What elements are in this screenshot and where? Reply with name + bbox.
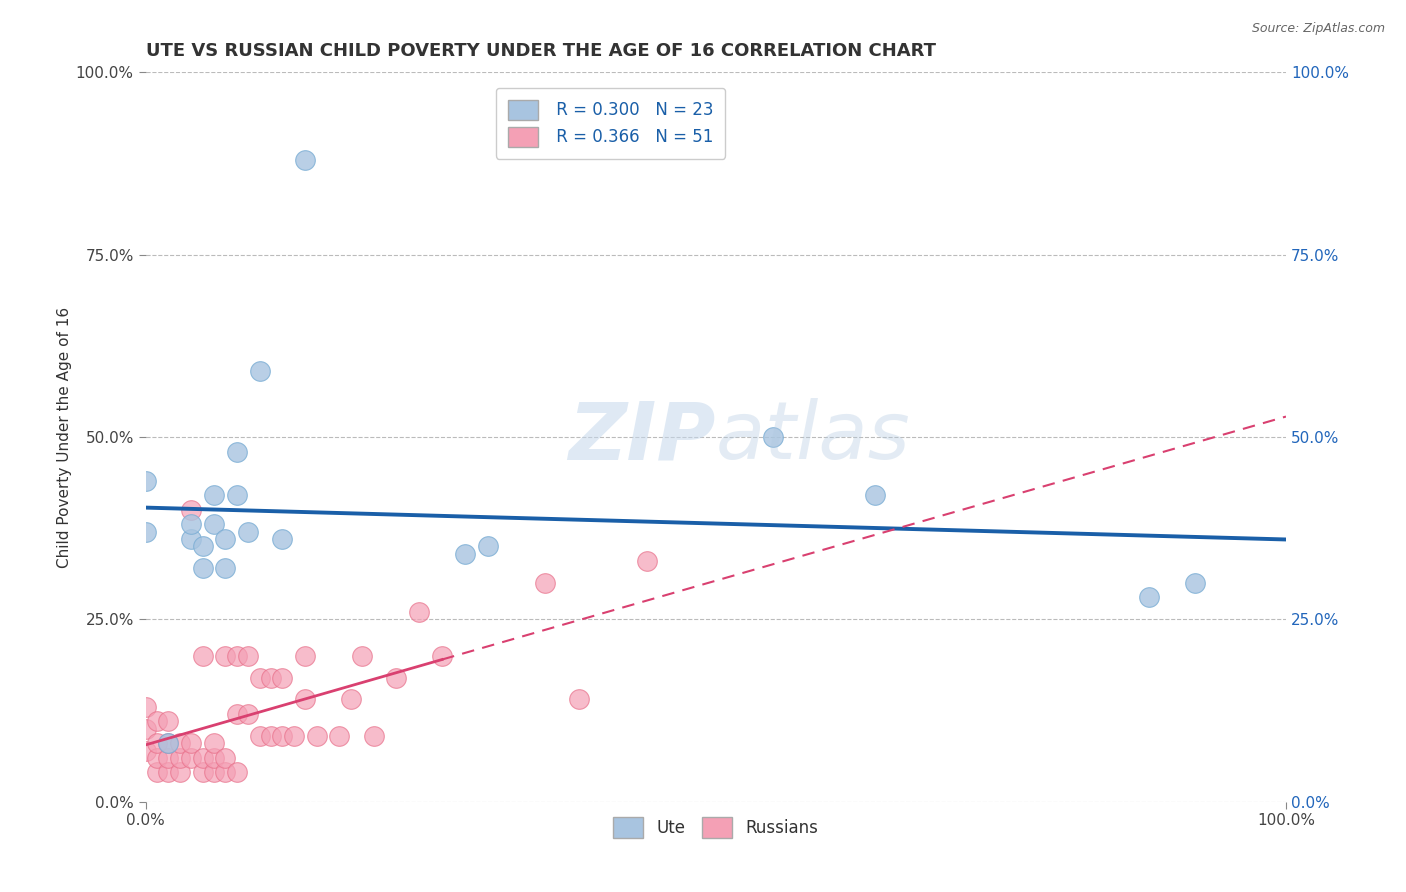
Point: [180, 736, 202, 750]
Point: [180, 503, 202, 517]
Point: [238, 707, 260, 722]
Point: [1184, 575, 1206, 590]
Point: [169, 751, 191, 765]
Point: [202, 488, 225, 502]
Point: [191, 561, 214, 575]
Point: [146, 714, 169, 729]
Point: [202, 517, 225, 532]
Point: [408, 605, 430, 619]
Point: [135, 474, 157, 488]
Point: [328, 729, 350, 743]
Point: [157, 736, 180, 750]
Point: [225, 444, 247, 458]
Point: [157, 736, 180, 750]
Point: [477, 540, 499, 554]
Text: UTE VS RUSSIAN CHILD POVERTY UNDER THE AGE OF 16 CORRELATION CHART: UTE VS RUSSIAN CHILD POVERTY UNDER THE A…: [146, 42, 935, 60]
Text: ZIP: ZIP: [568, 398, 716, 476]
Point: [271, 729, 294, 743]
Point: [157, 765, 180, 780]
Point: [214, 765, 236, 780]
Point: [191, 765, 214, 780]
Point: [169, 736, 191, 750]
Point: [135, 699, 157, 714]
Point: [157, 751, 180, 765]
Point: [214, 648, 236, 663]
Point: [533, 575, 555, 590]
Point: [202, 751, 225, 765]
Point: [260, 729, 283, 743]
Point: [191, 751, 214, 765]
Point: [191, 540, 214, 554]
Point: [225, 488, 247, 502]
Point: [260, 671, 283, 685]
Point: [636, 554, 658, 568]
Text: Source: ZipAtlas.com: Source: ZipAtlas.com: [1251, 22, 1385, 36]
Point: [305, 729, 328, 743]
Point: [363, 729, 385, 743]
Point: [135, 743, 157, 757]
Point: [238, 648, 260, 663]
Point: [225, 765, 247, 780]
Text: atlas: atlas: [716, 398, 911, 476]
Point: [340, 692, 363, 706]
Point: [214, 561, 236, 575]
Point: [865, 488, 887, 502]
Point: [294, 648, 316, 663]
Point: [294, 692, 316, 706]
Point: [146, 765, 169, 780]
Point: [146, 751, 169, 765]
Point: [385, 671, 408, 685]
Point: [271, 532, 294, 546]
Point: [1137, 591, 1160, 605]
Point: [454, 547, 477, 561]
Point: [169, 765, 191, 780]
Point: [568, 692, 591, 706]
Point: [430, 648, 453, 663]
Point: [157, 714, 180, 729]
Point: [214, 751, 236, 765]
Point: [191, 648, 214, 663]
Point: [271, 671, 294, 685]
Point: [135, 722, 157, 736]
Point: [180, 751, 202, 765]
Point: [225, 648, 247, 663]
Legend: Ute, Russians: Ute, Russians: [606, 811, 825, 845]
Point: [249, 671, 271, 685]
Point: [238, 524, 260, 539]
Point: [202, 765, 225, 780]
Point: [352, 648, 374, 663]
Point: [180, 517, 202, 532]
Point: [135, 524, 157, 539]
Point: [225, 707, 247, 722]
Point: [146, 736, 169, 750]
Point: [202, 736, 225, 750]
Y-axis label: Child Poverty Under the Age of 16: Child Poverty Under the Age of 16: [58, 307, 72, 567]
Point: [294, 153, 316, 167]
Point: [762, 430, 785, 444]
Point: [249, 729, 271, 743]
Point: [283, 729, 305, 743]
Point: [180, 532, 202, 546]
Point: [249, 364, 271, 378]
Point: [214, 532, 236, 546]
